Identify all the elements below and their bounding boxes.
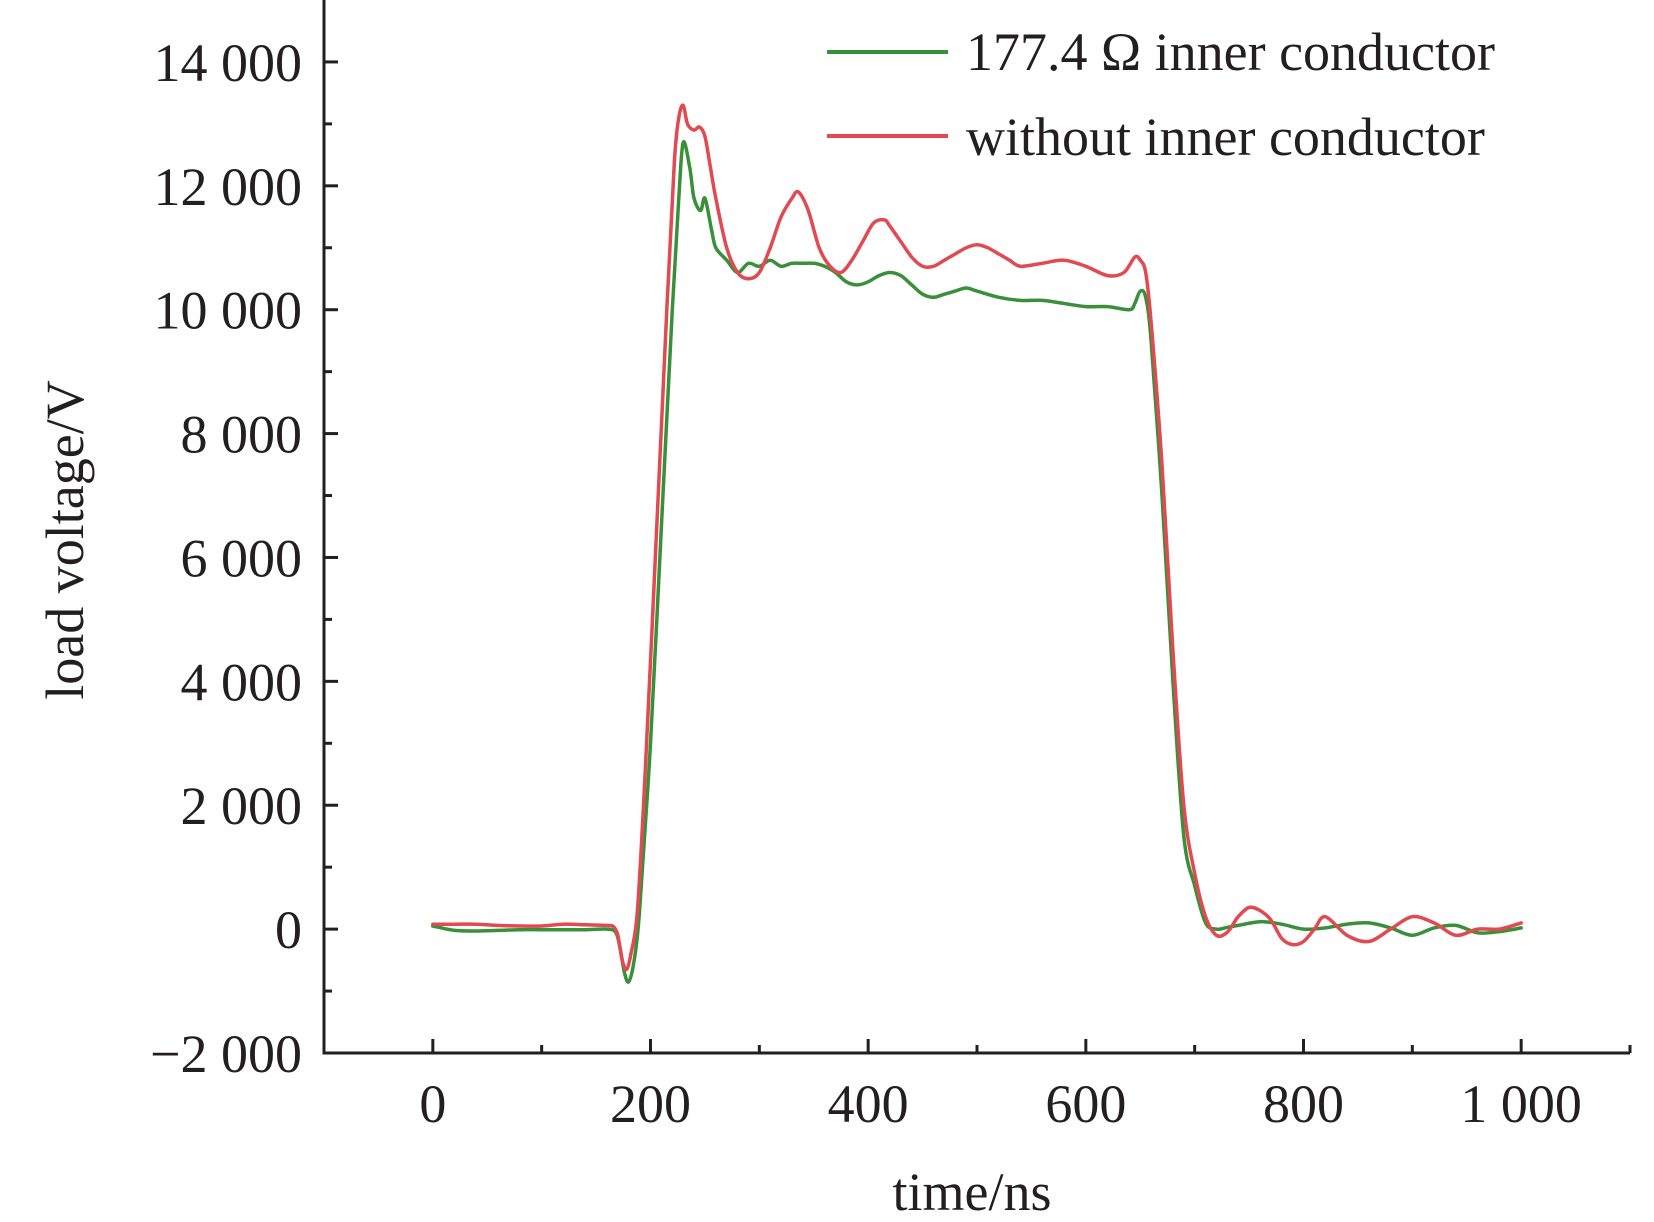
y-tick-label: 4 000 (181, 652, 303, 712)
y-tick-label: 0 (275, 900, 302, 960)
y-tick-label: −2 000 (150, 1024, 302, 1084)
series-group (431, 103, 1523, 984)
x-tick-label: 200 (610, 1074, 691, 1134)
x-axis-ticks: 0 200 400 600 800 1 000 (419, 1039, 1632, 1134)
x-tick-label: 800 (1263, 1074, 1344, 1134)
y-axis-ticks: −2 000 0 2 000 4 000 6 000 8 000 10 000 12 000 1… (150, 33, 338, 1084)
y-tick-label: 14 000 (154, 33, 303, 93)
y-tick-label: 8 000 (181, 405, 303, 465)
x-tick-label: 1 000 (1460, 1074, 1582, 1134)
x-axis-title: time/ns (893, 1162, 1052, 1222)
x-tick-label: 0 (419, 1074, 446, 1134)
series-line-177-4-inner-conductor (431, 140, 1523, 984)
x-tick-label: 600 (1045, 1074, 1126, 1134)
x-tick-label: 400 (828, 1074, 909, 1134)
y-tick-label: 10 000 (154, 281, 303, 341)
series-line-without-inner-conductor (431, 103, 1523, 972)
y-tick-label: 2 000 (181, 776, 303, 836)
y-tick-label: 6 000 (181, 528, 303, 588)
y-tick-label: 12 000 (154, 157, 303, 217)
legend-label-177-4-inner-conductor: 177.4 Ω inner conductor (966, 22, 1495, 82)
legend: 177.4 Ω inner conductor without inner co… (827, 22, 1495, 167)
legend-label-without-inner-conductor: without inner conductor (966, 107, 1485, 167)
y-axis-title: load voltage/V (35, 380, 95, 699)
